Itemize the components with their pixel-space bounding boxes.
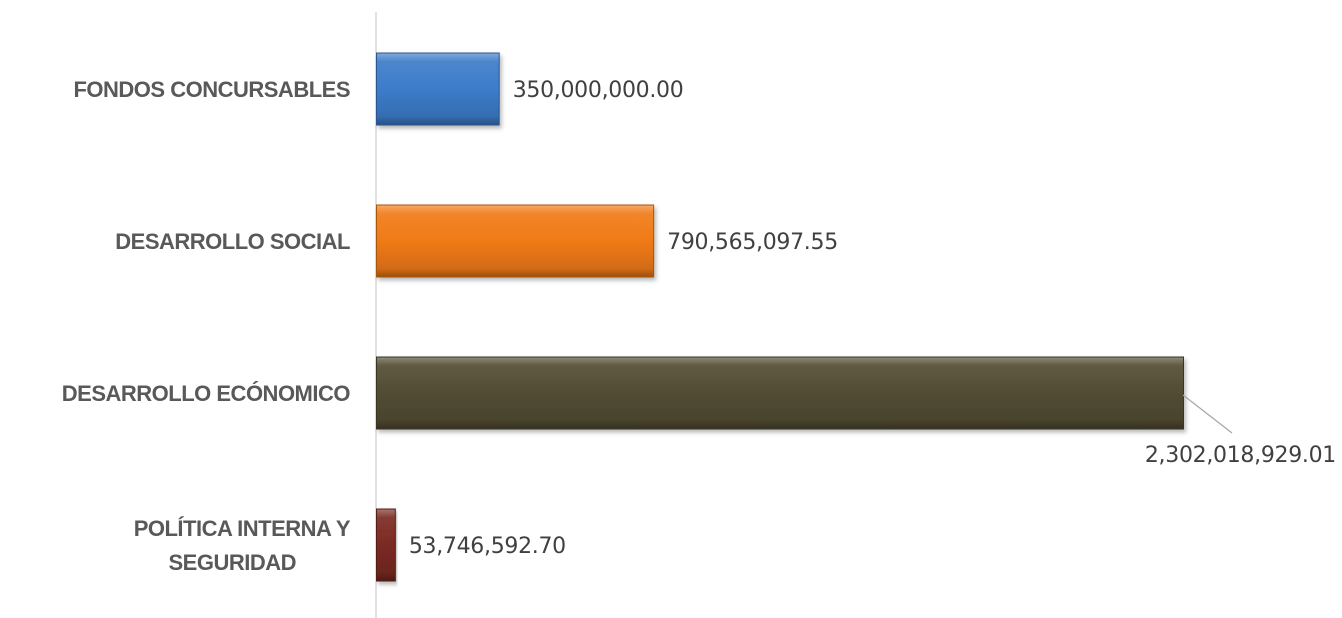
category-label-politica-interna-y-seguridad: POLÍTICA INTERNA Y SEGURIDAD	[134, 516, 351, 575]
labels-group: FONDOS CONCURSABLES 350,000,000.00 DESARRO…	[62, 77, 1337, 575]
bar-fondos-concursables	[376, 52, 500, 126]
category-label-desarrollo-social: DESARROLLO SOCIAL	[115, 229, 350, 254]
value-label-desarrollo-social: 790,565,097.55	[667, 230, 838, 255]
value-label-politica-interna-y-seguridad: 53,746,592.70	[409, 534, 566, 559]
bar-desarrollo-social	[376, 204, 655, 278]
bar-politica-interna-y-seguridad	[376, 508, 396, 582]
bars-group	[376, 52, 1184, 582]
category-label-fondos-concursables: FONDOS CONCURSABLES	[73, 77, 350, 102]
value-label-fondos-concursables: 350,000,000.00	[513, 78, 684, 103]
category-label-desarrollo-economico: DESARROLLO ECÓNOMICO	[62, 381, 351, 406]
leader-line-desarrollo-economico	[1182, 394, 1233, 434]
bar-desarrollo-economico	[376, 356, 1184, 430]
value-label-desarrollo-economico: 2,302,018,929.01	[1145, 443, 1336, 468]
